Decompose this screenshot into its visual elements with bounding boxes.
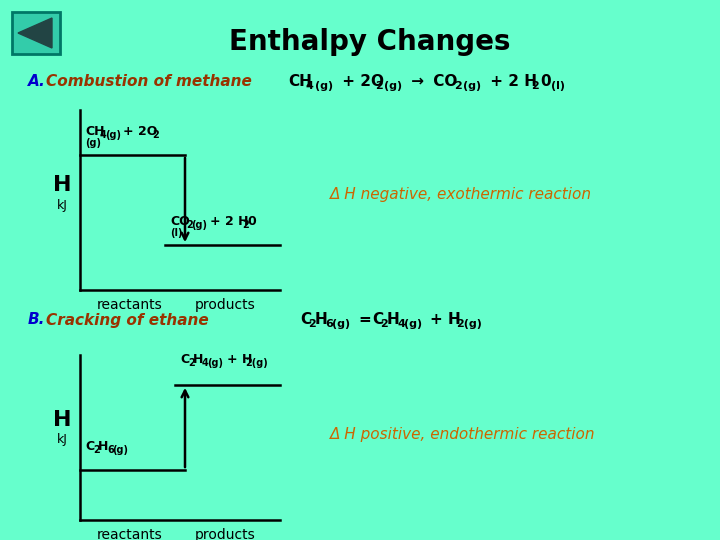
Text: 4: 4	[202, 358, 209, 368]
Text: 2: 2	[375, 81, 383, 91]
Text: 2: 2	[152, 130, 158, 140]
Text: CO: CO	[428, 74, 457, 89]
Text: (g): (g)	[85, 138, 101, 148]
Text: reactants: reactants	[97, 298, 163, 312]
Text: (g): (g)	[191, 220, 207, 230]
Text: 2(g): 2(g)	[245, 358, 268, 368]
Text: reactants: reactants	[97, 528, 163, 540]
Text: + 2 H: + 2 H	[210, 215, 248, 228]
Text: C: C	[180, 353, 189, 366]
Text: + H: + H	[430, 312, 461, 327]
Text: 2: 2	[186, 220, 193, 230]
Text: H: H	[193, 353, 203, 366]
Text: CH: CH	[288, 74, 312, 89]
Text: 2: 2	[93, 445, 100, 455]
Text: (l): (l)	[551, 81, 565, 91]
Text: H: H	[315, 312, 328, 327]
Text: (g): (g)	[315, 81, 333, 91]
Text: (g): (g)	[332, 319, 350, 329]
Text: B.: B.	[28, 313, 45, 327]
Text: CO: CO	[170, 215, 190, 228]
Text: Combustion of methane: Combustion of methane	[46, 75, 252, 90]
Text: H: H	[387, 312, 400, 327]
Text: products: products	[194, 528, 256, 540]
Text: 2: 2	[242, 220, 248, 230]
Text: (g): (g)	[207, 358, 223, 368]
Text: (g): (g)	[105, 130, 121, 140]
Text: + 2O: + 2O	[123, 125, 158, 138]
Text: 4: 4	[397, 319, 405, 329]
Text: + 2 H: + 2 H	[485, 74, 537, 89]
Text: C: C	[85, 440, 94, 453]
Text: H: H	[98, 440, 109, 453]
Text: CH: CH	[85, 125, 104, 138]
Text: products: products	[194, 298, 256, 312]
Text: 2: 2	[380, 319, 388, 329]
Polygon shape	[18, 18, 52, 48]
Text: Δ H positive, endothermic reaction: Δ H positive, endothermic reaction	[330, 428, 595, 442]
Text: 2(g): 2(g)	[456, 319, 482, 329]
Text: (g): (g)	[112, 445, 128, 455]
Text: 2: 2	[188, 358, 194, 368]
Text: (l): (l)	[170, 228, 182, 238]
Text: kJ: kJ	[57, 199, 68, 212]
Text: =: =	[358, 312, 371, 327]
Text: kJ: kJ	[57, 434, 68, 447]
Text: 2: 2	[531, 81, 539, 91]
Text: 0: 0	[247, 215, 256, 228]
Text: H: H	[53, 175, 71, 195]
Text: H: H	[53, 410, 71, 430]
Text: C: C	[372, 312, 383, 327]
Bar	[12, 12, 60, 54]
Text: C: C	[300, 312, 311, 327]
Text: + 2O: + 2O	[337, 74, 384, 89]
Text: 2: 2	[454, 81, 462, 91]
Text: Δ H negative, exothermic reaction: Δ H negative, exothermic reaction	[330, 187, 592, 202]
Text: Enthalpy Changes: Enthalpy Changes	[229, 28, 510, 56]
Text: 2: 2	[308, 319, 316, 329]
Text: Cracking of ethane: Cracking of ethane	[46, 313, 209, 327]
Text: A.: A.	[28, 75, 46, 90]
Text: 4: 4	[100, 130, 107, 140]
Text: 0: 0	[540, 74, 551, 89]
Text: (g): (g)	[463, 81, 481, 91]
Text: →: →	[406, 74, 424, 89]
Text: 6: 6	[325, 319, 333, 329]
Text: 4: 4	[306, 81, 314, 91]
Text: + H: + H	[227, 353, 253, 366]
Text: (g): (g)	[384, 81, 402, 91]
Text: 6: 6	[107, 445, 114, 455]
Text: (g): (g)	[404, 319, 422, 329]
